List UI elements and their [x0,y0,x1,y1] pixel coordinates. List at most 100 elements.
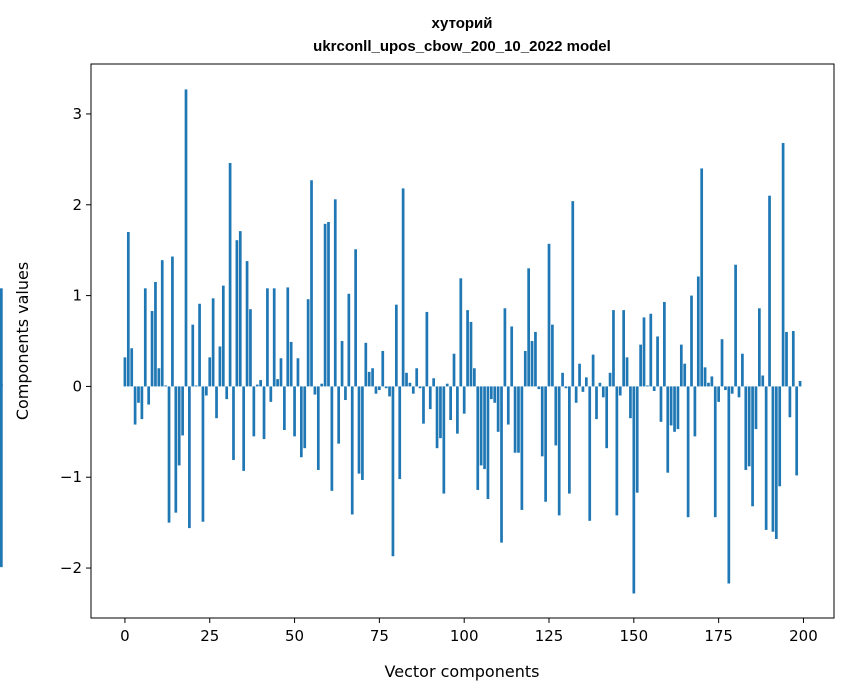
bar-52 [299,386,303,458]
bar-188 [761,375,765,387]
x-tick-label: 150 [620,627,649,645]
bar-93 [439,386,442,439]
bar-23 [201,386,205,522]
bar-29 [221,285,225,387]
bar-144 [612,310,615,387]
bar-134 [578,363,581,387]
bar-58 [320,383,324,387]
bar-4 [137,386,140,403]
bar-149 [629,386,632,419]
chart-subtitle: ukrconll_upos_cbow_200_10_2022 model [313,38,611,55]
bar-84 [408,382,412,387]
bar-3 [133,386,137,425]
bar-89 [425,311,429,387]
bar-167 [690,295,693,387]
bar-70 [361,386,364,480]
bar-2 [130,348,134,387]
bar-130 [564,386,568,389]
bar-196 [788,386,792,418]
bar-40 [259,380,262,387]
bar-75 [378,386,381,391]
bar-156 [652,386,656,391]
bar-32 [232,386,235,460]
bar-10 [157,368,161,387]
bar-101 [466,310,469,387]
bar-71 [364,342,368,387]
bar-80 [394,304,398,387]
bar-143 [608,372,612,387]
bar-117 [520,386,524,510]
bar-152 [639,344,642,387]
bar-36 [245,261,249,387]
bar-46 [279,358,283,387]
bar-60 [327,222,330,387]
bar-103 [473,368,476,387]
bar-63 [337,386,341,444]
bar-45 [276,379,279,387]
bar-151 [635,386,639,493]
x-tick-label: 50 [285,627,304,645]
bar-193 [778,386,782,487]
bar-90 [428,386,432,410]
chart-title: хуторий [432,15,493,32]
x-tick-label: 125 [535,627,564,645]
bar-198 [795,386,799,476]
bar-30 [225,386,229,400]
bar-76 [381,350,385,387]
bar-35 [242,386,246,471]
bar-38 [252,386,256,437]
bar-undefined [0,383,3,387]
bar-48 [286,287,290,387]
bar-157 [656,336,659,387]
bar-192 [774,386,778,539]
bar-138 [591,354,595,387]
bar-11 [160,260,164,387]
bar-104 [476,386,480,490]
bar-51 [296,358,300,387]
bar-28 [218,346,222,387]
bar-99 [459,278,463,387]
bar-169 [696,276,700,387]
bar-174 [713,386,717,518]
x-axis-label: Vector components [385,662,540,681]
bar-49 [289,341,293,387]
bar-68 [354,249,357,387]
bar-13 [167,386,171,523]
bar-177 [724,386,727,391]
x-tick-label: 0 [120,627,130,645]
bar-158 [659,386,663,422]
bar-191 [771,386,775,532]
bar-150 [632,386,636,594]
bar-107 [486,386,490,500]
bar-122 [537,386,541,390]
y-tick-label: −1 [60,468,82,486]
bar-163 [676,386,680,430]
bar-8 [150,311,154,387]
bar-7 [147,386,151,405]
bar-105 [479,386,483,466]
bar-119 [527,268,531,387]
bar-74 [374,386,378,394]
bar-128 [557,386,561,516]
bar-73 [371,368,374,387]
bar-135 [581,386,585,392]
bar-160 [666,386,670,473]
bar-56 [313,386,317,395]
bar-180 [734,264,737,387]
bar-108 [489,386,493,400]
bar-1 [126,232,130,387]
bar-120 [530,341,534,387]
bar-20 [191,324,195,387]
bar-118 [523,350,527,387]
bar-37 [249,309,252,387]
bar-44 [272,288,276,387]
bar-22 [198,303,201,387]
bar-133 [574,386,578,403]
bar-189 [764,386,768,530]
bar-15 [174,386,178,513]
bar-168 [693,386,697,437]
bar-61 [330,386,334,491]
bar-77 [384,386,388,389]
y-tick-label: 1 [72,287,82,305]
